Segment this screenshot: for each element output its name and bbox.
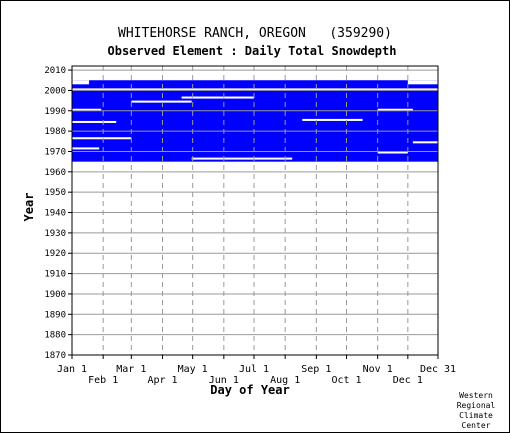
missing-span-11 bbox=[72, 120, 117, 123]
y-tick-label-1880: 1880 bbox=[44, 331, 66, 341]
x-tick-label-top-0: Jan 1 bbox=[57, 364, 87, 375]
missing-span-10 bbox=[377, 108, 413, 111]
missing-span-9 bbox=[72, 108, 102, 111]
y-tick-label-1910: 1910 bbox=[44, 270, 66, 280]
missing-span-5 bbox=[72, 137, 132, 140]
credit-line-3: Center bbox=[462, 421, 491, 430]
credit-line-2: Climate bbox=[459, 411, 493, 420]
plot-border bbox=[71, 65, 439, 356]
data-layer bbox=[72, 80, 438, 162]
credit-line-1: Regional bbox=[457, 401, 496, 410]
y-tick-label-1890: 1890 bbox=[44, 310, 66, 320]
missing-span-7 bbox=[191, 157, 293, 160]
y-tick-label-2000: 2000 bbox=[44, 86, 66, 96]
x-tick-label-bottom-2: Jun 1 bbox=[209, 375, 239, 386]
x-tick-label-bottom-3: Aug 1 bbox=[270, 375, 300, 386]
missing-span-4 bbox=[302, 118, 363, 121]
y-tick-label-1990: 1990 bbox=[44, 107, 66, 117]
x-tick-label-top-2: May 1 bbox=[178, 364, 208, 375]
chart-subtitle: Observed Element : Daily Total Snowdepth bbox=[108, 44, 397, 58]
y-tick-label-2010: 2010 bbox=[44, 66, 66, 76]
x-axis-label: Day of Year bbox=[210, 383, 289, 397]
missing-span-6 bbox=[72, 147, 100, 150]
y-tick-label-1920: 1920 bbox=[44, 249, 66, 259]
y-tick-label-1960: 1960 bbox=[44, 168, 66, 178]
x-tick-label-bottom-1: Apr 1 bbox=[147, 375, 177, 386]
y-tick-label-1870: 1870 bbox=[44, 351, 66, 361]
missing-span-13 bbox=[412, 141, 438, 144]
missing-span-0 bbox=[72, 88, 438, 91]
axis-layer: 1870 1880 1890 1900 1910 1920 1930 1940 1950 1960… bbox=[44, 65, 456, 386]
missing-span-12 bbox=[131, 100, 192, 103]
observed-span-0 bbox=[72, 80, 438, 162]
x-tick-label-bottom-5: Dec 1 bbox=[393, 375, 423, 386]
x-tick-label-top-3: Jul 1 bbox=[239, 364, 269, 375]
x-tick-label-top-1: Mar 1 bbox=[116, 364, 146, 375]
x-tick-label-top-6: Dec 31 bbox=[420, 364, 456, 375]
credit-line-0: Western bbox=[459, 391, 493, 400]
y-tick-label-1940: 1940 bbox=[44, 209, 66, 219]
x-tick-label-bottom-4: Oct 1 bbox=[331, 375, 361, 386]
chart-title: WHITEHORSE RANCH, OREGON (359290) bbox=[118, 26, 392, 41]
missing-span-1 bbox=[72, 80, 90, 85]
missing-span-8 bbox=[377, 151, 408, 154]
missing-span-2 bbox=[407, 80, 438, 85]
y-tick-label-1900: 1900 bbox=[44, 290, 66, 300]
y-tick-label-1980: 1980 bbox=[44, 127, 66, 137]
missing-span-3 bbox=[181, 96, 254, 99]
y-tick-label-1950: 1950 bbox=[44, 188, 66, 198]
y-axis-label: Year bbox=[22, 193, 36, 222]
y-tick-label-1930: 1930 bbox=[44, 229, 66, 239]
x-tick-label-top-4: Sep 1 bbox=[301, 364, 331, 375]
y-tick-label-1970: 1970 bbox=[44, 147, 66, 157]
x-tick-label-top-5: Nov 1 bbox=[363, 364, 393, 375]
x-tick-label-bottom-0: Feb 1 bbox=[88, 375, 118, 386]
grid-layer bbox=[72, 66, 438, 356]
